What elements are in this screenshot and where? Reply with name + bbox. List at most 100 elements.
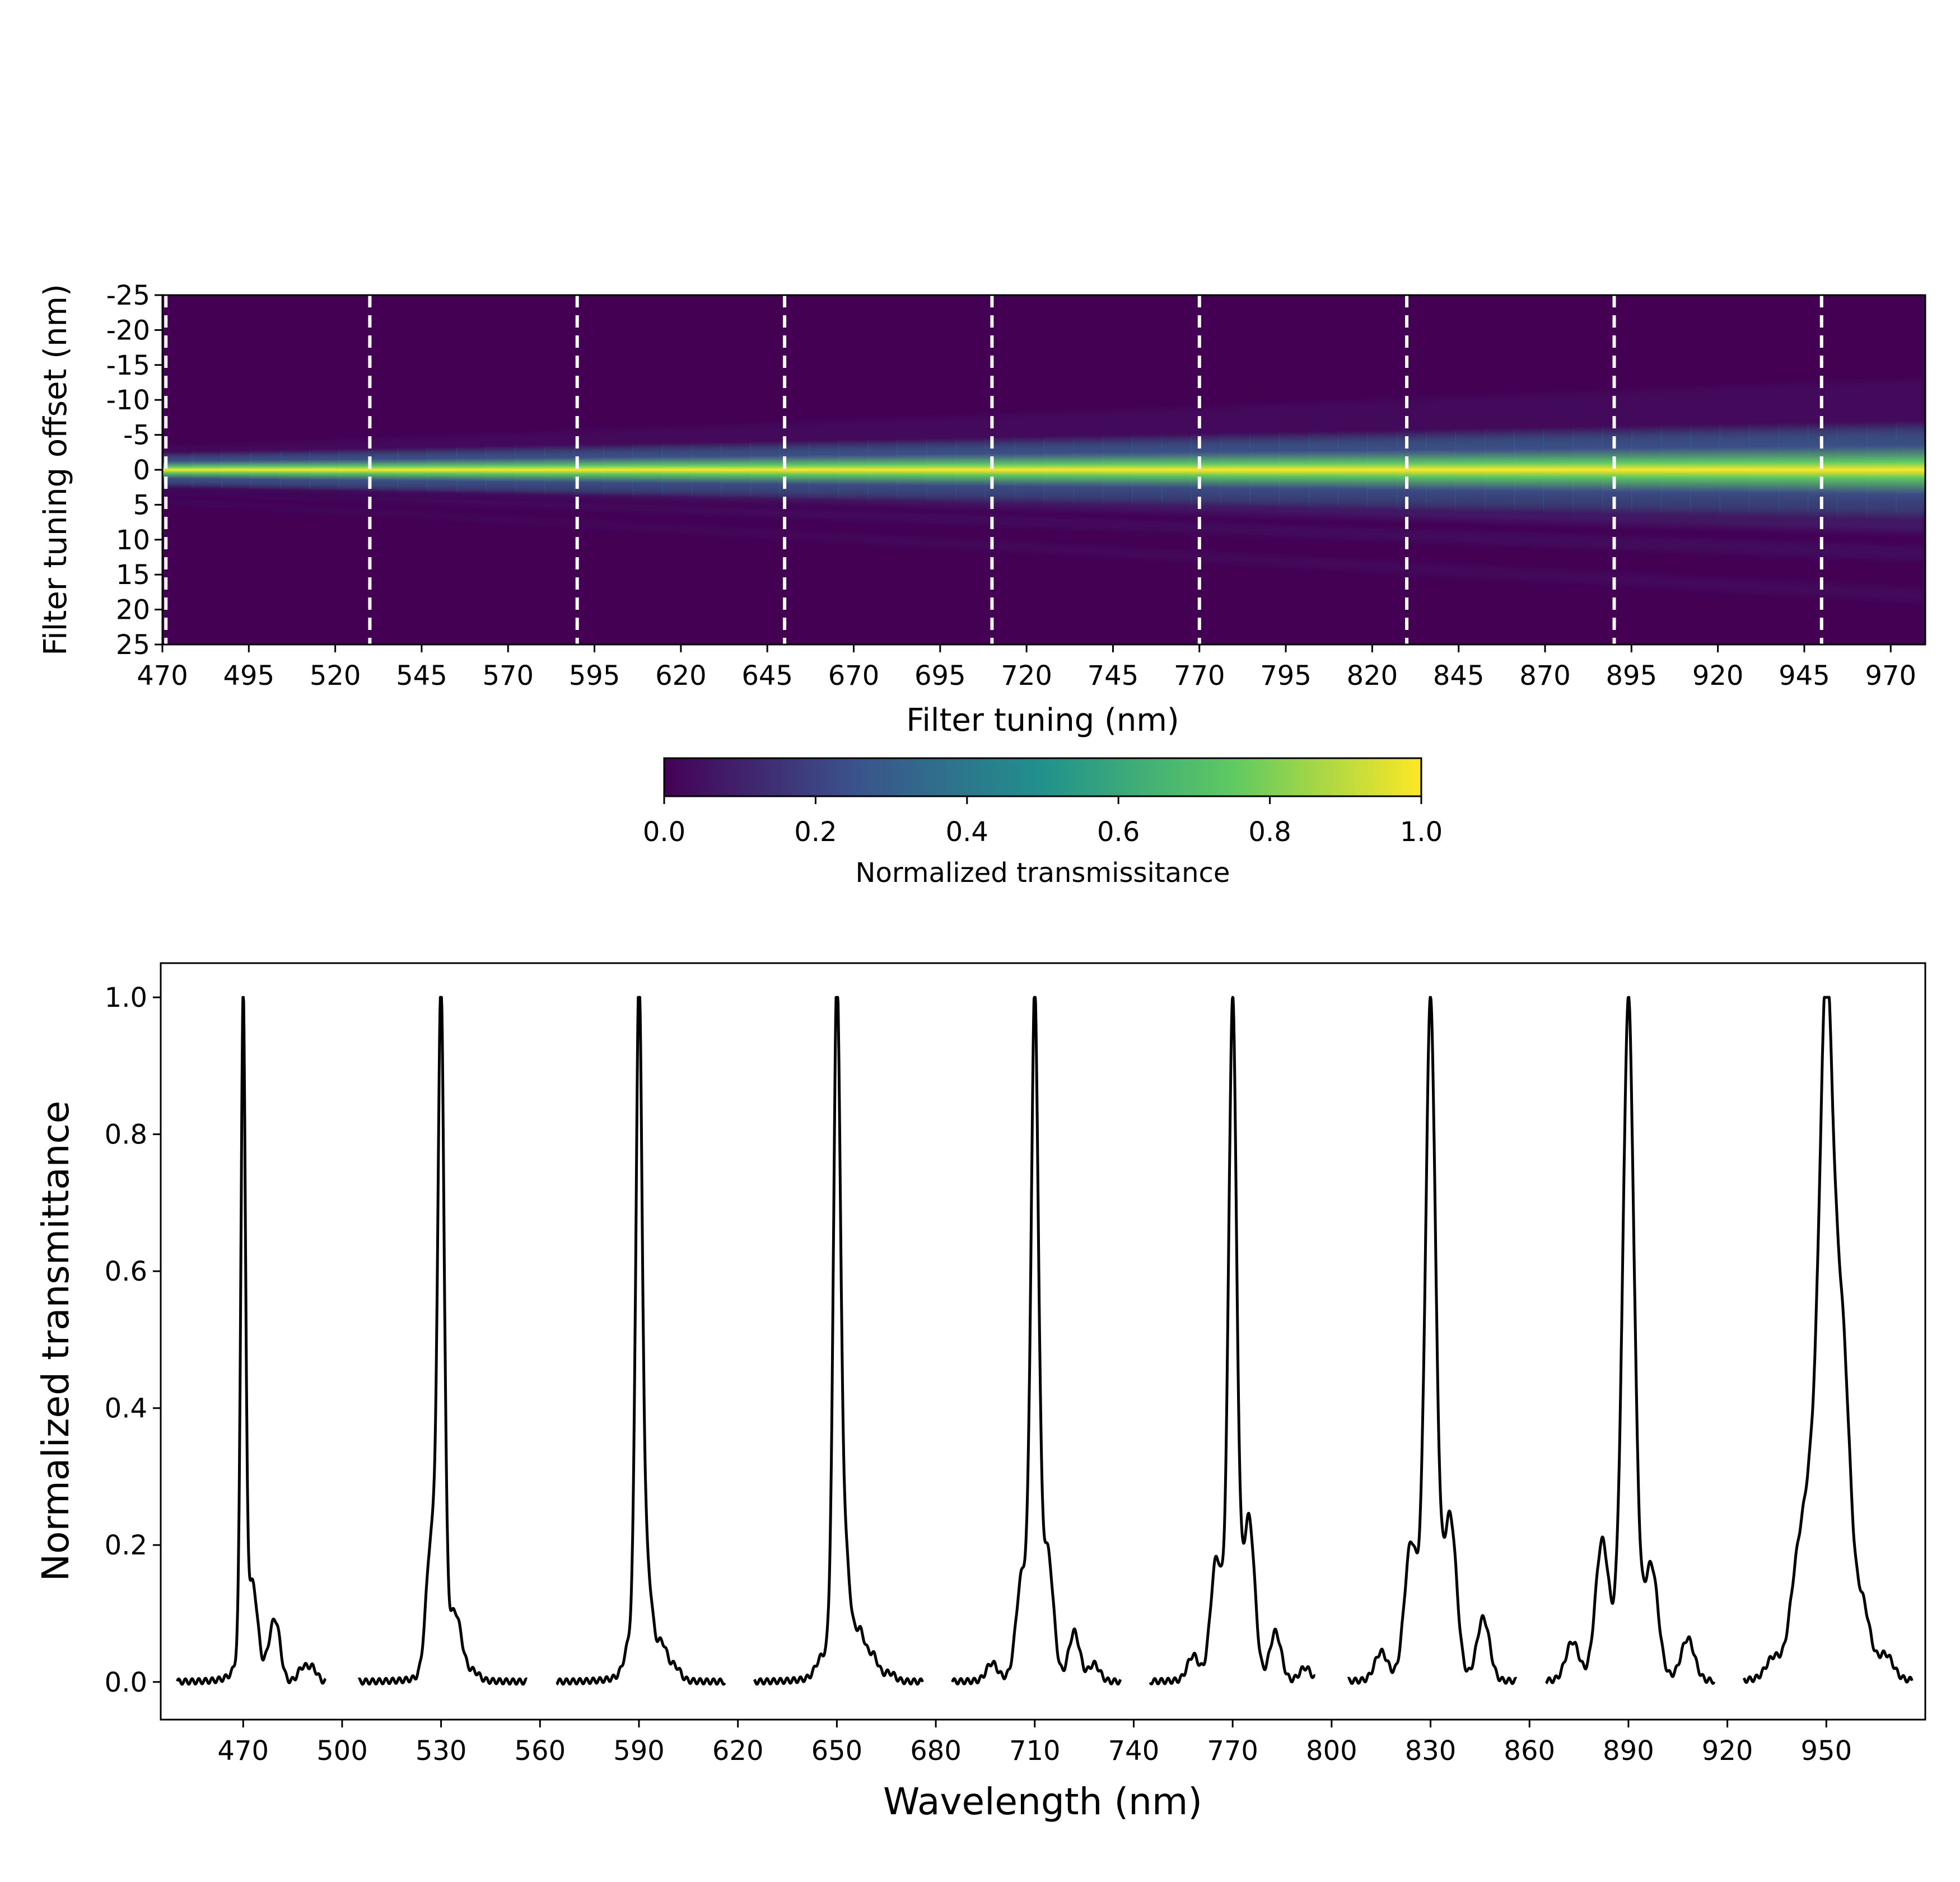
heatmap-x-tick-label: 670 <box>828 660 880 692</box>
colorbar-ticks: 0.0 0.2 0.4 0.6 0.8 1.0 <box>643 796 1443 848</box>
transmittance-curve-530 <box>357 996 528 1686</box>
heatmap-band-segment <box>691 442 721 498</box>
line-x-tick-label: 770 <box>1207 1735 1258 1767</box>
heatmap-band-segment <box>603 443 633 496</box>
heatmap-band-segment <box>221 450 251 489</box>
heatmap-x-tick-label: 845 <box>1433 660 1485 692</box>
transmittance-curve-710 <box>951 996 1122 1686</box>
transmittance-curve-890 <box>1544 996 1716 1685</box>
heatmap-band-segment <box>1602 425 1632 515</box>
heatmap-band-segment <box>750 441 780 499</box>
heatmap-band-segment <box>1426 428 1456 511</box>
heatmap-y-tick-label: -10 <box>106 385 150 416</box>
line-x-tick-label: 590 <box>613 1735 665 1767</box>
line-x-tick-label: 740 <box>1108 1735 1160 1767</box>
heatmap-band-segment <box>1631 424 1662 515</box>
heatmap-band-segment <box>397 447 428 493</box>
line-y-tick-label: 0.0 <box>105 1667 147 1698</box>
line-x-tick-label: 950 <box>1800 1735 1852 1767</box>
heatmap-x-tick-label: 745 <box>1088 660 1139 692</box>
transmittance-curve-770 <box>1149 996 1317 1685</box>
line-y-axis-label: Normalized transmittance <box>34 1101 77 1581</box>
heatmap-x-tick-label: 620 <box>655 660 707 692</box>
heatmap-band-segment <box>338 448 369 492</box>
line-x-tick-label: 800 <box>1306 1735 1357 1767</box>
heatmap-x-tick-label: 720 <box>1001 660 1052 692</box>
heatmap-band-segment <box>1278 431 1309 508</box>
line-x-tick-label: 890 <box>1603 1735 1654 1767</box>
heatmap-band-segment <box>486 446 516 494</box>
heatmap-band-segment <box>1485 427 1515 512</box>
heatmap-band-segment <box>955 437 986 503</box>
heatmap-band-segment <box>515 445 545 494</box>
colorbar-tick-label: 0.8 <box>1248 816 1291 848</box>
transmittance-curve-650 <box>753 996 924 1686</box>
heatmap-y-tick-label: 20 <box>116 595 150 626</box>
heatmap-y-tick-label: -25 <box>106 280 150 311</box>
heatmap-band-segment <box>1866 421 1897 519</box>
transmittance-curve-470 <box>176 996 327 1686</box>
heatmap-band-segment <box>1543 426 1574 513</box>
heatmap-x-tick-label: 970 <box>1865 660 1916 692</box>
heatmap-x-tick-label: 545 <box>396 660 447 692</box>
line-x-tick-label: 860 <box>1504 1735 1555 1767</box>
heatmap-x-tick-label: 795 <box>1260 660 1312 692</box>
heatmap-band-segment <box>926 437 956 502</box>
heatmap-band-segment <box>838 439 869 501</box>
line-y-tick-label: 0.2 <box>105 1530 147 1561</box>
heatmap-y-tick-label: 10 <box>116 525 150 556</box>
heatmap-band-segment <box>720 441 751 498</box>
heatmap-band-segment <box>279 449 310 491</box>
heatmap-band-segment <box>1455 428 1485 512</box>
heatmap-band-segment <box>985 436 1015 503</box>
heatmap-band-segment <box>1220 432 1250 507</box>
heatmap-band-segment <box>1044 435 1074 505</box>
heatmap-x-tick-label: 770 <box>1174 660 1225 692</box>
heatmap-band-segment <box>1161 433 1192 506</box>
heatmap-band-segment <box>368 447 398 492</box>
colorbar-tick-label: 0.2 <box>794 816 837 848</box>
line-plot-frame <box>160 962 1926 1721</box>
heatmap-dashed-lines <box>164 295 1823 645</box>
heatmap-x-tick-label: 645 <box>741 660 793 692</box>
line-y-tick-label: 1.0 <box>105 982 147 1014</box>
heatmap-band-segment <box>809 440 839 500</box>
line-x-tick-label: 680 <box>910 1735 962 1767</box>
heatmap-band-segment <box>1719 423 1750 517</box>
heatmap-side-band <box>162 489 1925 561</box>
colorbar-tick-label: 1.0 <box>1400 816 1443 848</box>
colorbar-label: Normalized transmissitance <box>856 857 1230 889</box>
heatmap-x-tick-label: 470 <box>137 660 188 692</box>
heatmap-band-segment <box>1572 426 1603 514</box>
transmittance-curve-590 <box>556 996 726 1686</box>
heatmap-band-segment <box>1367 429 1397 510</box>
heatmap-x-tick-label: 695 <box>914 660 966 692</box>
heatmap-x-tick-label: 495 <box>223 660 275 692</box>
colorbar-tick-label: 0.0 <box>643 816 685 848</box>
heatmap-panel: 470 495 520 545 570 595 620 645 670 695 720 745 770 7… <box>38 280 1926 739</box>
transmittance-curve-950 <box>1742 996 1914 1684</box>
heatmap-band-segment <box>632 443 662 497</box>
heatmap-band-segment <box>1660 424 1691 516</box>
heatmap-x-tick-label: 945 <box>1779 660 1830 692</box>
line-y-tick-label: 0.8 <box>105 1119 147 1151</box>
heatmap-side-band <box>162 499 1925 603</box>
line-x-axis-label: Wavelength (nm) <box>883 1780 1202 1823</box>
line-x-tick-label: 920 <box>1702 1735 1753 1767</box>
heatmap-y-axis-label: Filter tuning offset (nm) <box>38 284 74 656</box>
heatmap-band-segment <box>897 438 927 502</box>
heatmap-band-segment <box>1073 435 1103 505</box>
heatmap-band-segment <box>1337 430 1368 510</box>
line-x-tick-label: 470 <box>217 1735 269 1767</box>
heatmap-band-segment <box>456 446 487 493</box>
line-panel: 470 500 530 560 590 620 650 680 710 740 770 800 830 8… <box>34 962 1926 1823</box>
line-x-tick-label: 560 <box>515 1735 566 1767</box>
line-x-ticks: 470 500 530 560 590 620 650 680 710 740 770 800 830 8… <box>217 1720 1852 1767</box>
heatmap-x-tick-label: 820 <box>1347 660 1398 692</box>
heatmap-band-segment <box>192 451 222 489</box>
heatmap-x-axis-label: Filter tuning (nm) <box>906 702 1179 739</box>
line-y-ticks: 0.0 0.2 0.4 0.6 0.8 1.0 <box>105 982 161 1698</box>
heatmap-x-tick-label: 520 <box>310 660 361 692</box>
heatmap-y-tick-label: -20 <box>106 315 150 346</box>
heatmap-band-segment <box>427 446 457 493</box>
